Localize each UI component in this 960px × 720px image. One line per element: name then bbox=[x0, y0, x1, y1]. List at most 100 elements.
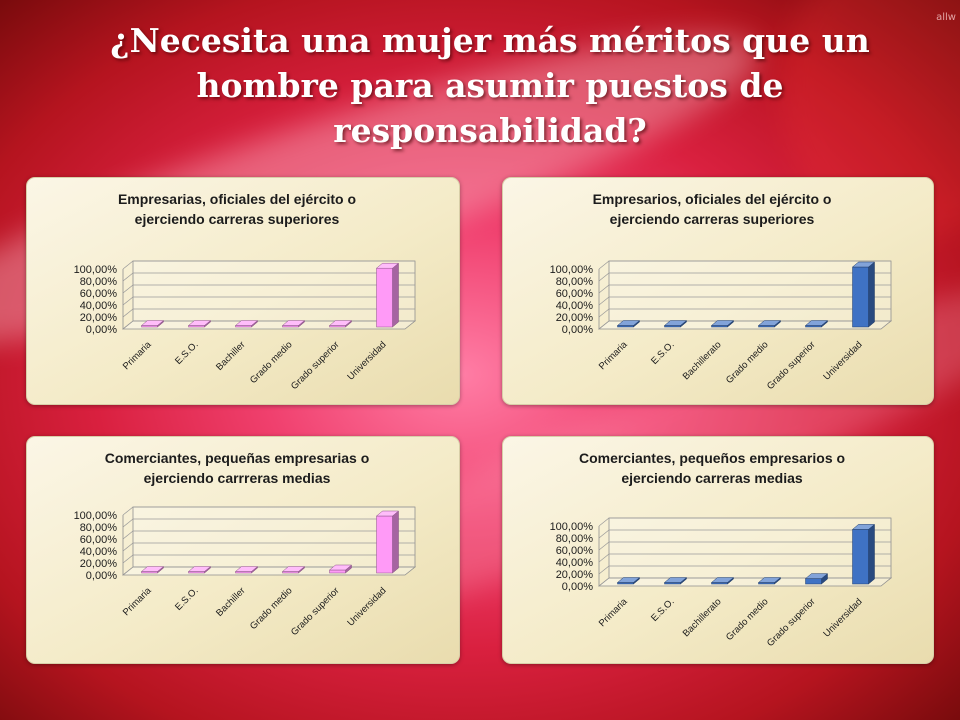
bar-primaria bbox=[616, 319, 641, 328]
bar-grado-medio bbox=[757, 319, 782, 328]
category-label: Grado superior bbox=[289, 339, 342, 392]
bar-universidad bbox=[375, 262, 400, 328]
plot-back-wall bbox=[608, 260, 892, 322]
bar-chart-women-medias: Comerciantes, pequeñas empresarias o ejer… bbox=[74, 450, 417, 638]
bar-grado-superior bbox=[328, 564, 353, 574]
bar-e-s-o- bbox=[663, 319, 688, 328]
y-tick-label: 60,00% bbox=[80, 534, 118, 546]
gridline bbox=[598, 577, 891, 587]
category-label: Universidad bbox=[821, 596, 864, 639]
category-label: E.S.O. bbox=[173, 339, 201, 367]
bar-universidad bbox=[851, 523, 876, 585]
category-label: Primaria bbox=[597, 596, 630, 629]
plot-back-wall bbox=[608, 517, 892, 579]
bar-universidad bbox=[851, 261, 876, 328]
gridline bbox=[122, 554, 415, 564]
bar-bachillerato bbox=[710, 319, 735, 328]
gridline bbox=[122, 320, 415, 330]
watermark: allw bbox=[936, 12, 956, 23]
y-tick-label: 80,00% bbox=[80, 522, 118, 534]
bar-e-s-o- bbox=[663, 576, 688, 585]
gridline bbox=[122, 260, 415, 270]
chart-title-line: ejerciendo carreras superiores bbox=[610, 211, 815, 227]
y-tick-label: 80,00% bbox=[556, 276, 594, 288]
bar-e-s-o- bbox=[187, 565, 212, 574]
chart-panel-men-superior: Empresarios, oficiales del ejército o eje… bbox=[502, 177, 934, 405]
y-tick-label: 100,00% bbox=[550, 521, 594, 533]
gridline bbox=[122, 542, 415, 552]
y-tick-label: 40,00% bbox=[80, 546, 118, 558]
page-title: ¿Necesita una mujer más méritos que un h… bbox=[110, 21, 870, 150]
plot-floor bbox=[597, 577, 893, 587]
gridline bbox=[598, 272, 891, 282]
gridline bbox=[598, 565, 891, 575]
bar-bachillerato bbox=[710, 576, 735, 585]
category-label: Universidad bbox=[345, 585, 388, 628]
category-label: E.S.O. bbox=[649, 339, 677, 367]
gridline bbox=[122, 530, 415, 540]
y-tick-label: 100,00% bbox=[74, 264, 118, 276]
bar-grado-medio bbox=[281, 565, 306, 574]
gridline bbox=[122, 566, 415, 576]
y-tick-label: 20,00% bbox=[556, 312, 594, 324]
category-label: Grado superior bbox=[289, 585, 342, 638]
gridline bbox=[122, 308, 415, 318]
category-label: Primaria bbox=[597, 339, 630, 372]
category-label: Universidad bbox=[345, 339, 388, 382]
bar-chart-men-superior: Empresarios, oficiales del ejército o eje… bbox=[550, 191, 893, 392]
chart-panel-women-superior: Empresarias, oficiales del ejército o eje… bbox=[26, 177, 460, 405]
category-label: Bachillerato bbox=[681, 596, 724, 639]
gridline bbox=[122, 296, 415, 306]
y-tick-label: 100,00% bbox=[550, 264, 594, 276]
y-tick-label: 20,00% bbox=[556, 569, 594, 581]
category-label: E.S.O. bbox=[649, 596, 677, 624]
plot-back-wall bbox=[132, 260, 416, 322]
bar-grado-medio bbox=[281, 319, 306, 328]
category-label: Bachiller bbox=[214, 339, 248, 373]
bar-grado-superior bbox=[804, 573, 829, 585]
gridline bbox=[598, 320, 891, 330]
chart-title-line: ejerciendo carrreras medias bbox=[144, 470, 331, 486]
y-tick-label: 60,00% bbox=[556, 545, 594, 557]
chart-title-line: ejerciendo carreras superiores bbox=[135, 211, 340, 227]
y-tick-label: 100,00% bbox=[74, 510, 118, 522]
chart-title-line: ejerciendo carreras medias bbox=[621, 470, 803, 486]
bar-universidad bbox=[375, 510, 400, 574]
category-label: Bachillerato bbox=[681, 339, 724, 382]
gridline bbox=[598, 296, 891, 306]
chart-title-line: Comerciantes, pequeñas empresarias o bbox=[105, 450, 370, 466]
category-label: Grado superior bbox=[765, 596, 818, 649]
gridline bbox=[122, 284, 415, 294]
category-label: Primaria bbox=[121, 339, 154, 372]
chart-panel-women-medias: Comerciantes, pequeñas empresarias o ejer… bbox=[26, 436, 460, 664]
y-tick-label: 60,00% bbox=[80, 288, 118, 300]
category-label: E.S.O. bbox=[173, 585, 201, 613]
y-tick-label: 60,00% bbox=[556, 288, 594, 300]
bar-bachiller bbox=[234, 319, 259, 328]
y-tick-label: 0,00% bbox=[562, 324, 593, 336]
gridline bbox=[122, 518, 415, 528]
gridline bbox=[598, 541, 891, 551]
bar-grado-superior bbox=[804, 319, 829, 328]
y-tick-label: 0,00% bbox=[86, 570, 117, 582]
bar-primaria bbox=[616, 576, 641, 585]
gridline bbox=[122, 272, 415, 282]
y-tick-label: 40,00% bbox=[556, 300, 594, 312]
bar-primaria bbox=[140, 319, 165, 328]
bar-primaria bbox=[140, 565, 165, 574]
gridline bbox=[598, 529, 891, 539]
y-tick-label: 20,00% bbox=[80, 558, 118, 570]
chart-title-line: Empresarios, oficiales del ejército o bbox=[593, 191, 832, 207]
y-tick-label: 20,00% bbox=[80, 312, 118, 324]
plot-floor bbox=[597, 320, 893, 330]
chart-title-line: Comerciantes, pequeños empresarios o bbox=[579, 450, 845, 466]
category-label: Grado superior bbox=[765, 339, 818, 392]
y-tick-label: 80,00% bbox=[556, 533, 594, 545]
bar-grado-superior bbox=[328, 319, 353, 328]
bar-grado-medio bbox=[757, 576, 782, 585]
category-label: Grado medio bbox=[248, 585, 295, 632]
chart-title-line: Empresarias, oficiales del ejército o bbox=[118, 191, 356, 207]
bar-bachiller bbox=[234, 565, 259, 574]
gridline bbox=[122, 506, 415, 516]
chart-panel-men-medias: Comerciantes, pequeños empresarios o ejer… bbox=[502, 436, 934, 664]
